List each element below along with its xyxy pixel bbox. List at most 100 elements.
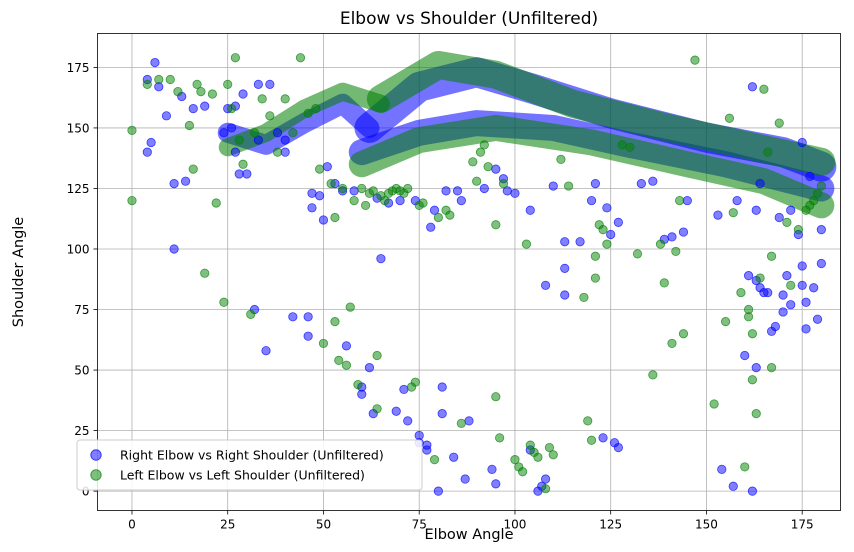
right-point [399,384,409,395]
right-point [322,162,332,172]
left-point [518,467,528,477]
right-point [770,321,780,332]
left-point [311,103,321,114]
right-point [763,287,773,298]
right-point [774,212,784,223]
right-point [747,486,758,496]
right-point [253,135,263,145]
left-point [345,302,355,312]
right-point [422,440,432,450]
left-point [525,440,535,450]
y-tick-label: 125 [67,182,90,196]
right-point [265,79,275,89]
left-point [368,186,378,196]
right-point [598,433,608,443]
x-tick-label: 125 [599,518,622,532]
right-point [230,147,240,157]
left-point [188,164,198,174]
left-point [709,399,719,409]
left-point [498,179,509,189]
left-point [759,84,769,94]
y-tick-label: 0 [82,485,90,499]
right-point [395,195,405,206]
right-point [307,188,317,198]
right-point [801,324,811,334]
left-point [475,147,486,157]
left-point [583,416,593,426]
right-point [429,205,440,215]
left-point [747,375,758,385]
left-point [728,208,738,218]
x-tick-label: 0 [128,518,136,532]
right-point [728,481,738,491]
scatter-points [127,53,826,496]
right-point [816,225,826,235]
right-point [315,191,325,201]
right-point [433,486,443,496]
left-point [510,455,520,465]
right-point [479,183,489,194]
left-point [372,350,382,361]
dense-band [218,82,390,157]
right-point [226,123,237,133]
left-point [655,239,666,249]
left-point [809,195,819,206]
left-point [207,89,217,99]
left-point [586,435,597,445]
right-point [809,283,819,293]
right-point [751,205,761,215]
right-point [613,217,623,227]
right-point [717,464,727,474]
left-point [671,246,681,257]
left-point [590,251,600,261]
right-point [318,215,329,225]
left-point [763,147,773,157]
left-point [548,450,558,460]
right-point [188,103,198,114]
right-point [602,203,612,213]
left-point [590,273,600,283]
right-point [280,135,290,145]
left-point [793,225,803,235]
right-point [180,176,191,186]
left-point [774,118,784,128]
left-point [479,140,489,150]
left-point [812,188,823,198]
right-point [575,237,585,247]
left-point [766,363,777,373]
right-point [142,147,152,157]
right-point [636,179,646,189]
left-point [617,140,627,150]
left-point [200,268,210,278]
left-point [721,317,731,327]
right-point [648,176,658,186]
right-point [740,350,750,361]
left-point [196,87,206,97]
left-point [295,53,306,63]
left-point [433,212,443,223]
right-point [456,195,466,206]
left-point [226,103,237,114]
chart-title: Elbow vs Shoulder (Unfiltered) [340,9,598,29]
legend: Right Elbow vs Right Shoulder (Unfiltere… [76,439,423,491]
dense-band [366,50,836,176]
right-point [169,179,179,189]
left-point [690,55,700,65]
y-tick-label: 75 [74,303,89,317]
x-axis-label: Elbow Angle [425,527,514,543]
right-point [491,164,501,174]
left-point [338,183,348,194]
right-point [786,205,796,215]
right-point [169,244,179,254]
right-point [234,169,244,179]
right-point [403,416,413,426]
right-point [812,314,823,324]
left-point [747,329,758,339]
left-point [380,195,390,206]
right-point [548,181,558,191]
left-point [223,79,233,89]
left-point [265,111,275,121]
right-point [272,128,283,138]
x-tick-label: 175 [791,518,814,532]
left-point [403,183,413,194]
